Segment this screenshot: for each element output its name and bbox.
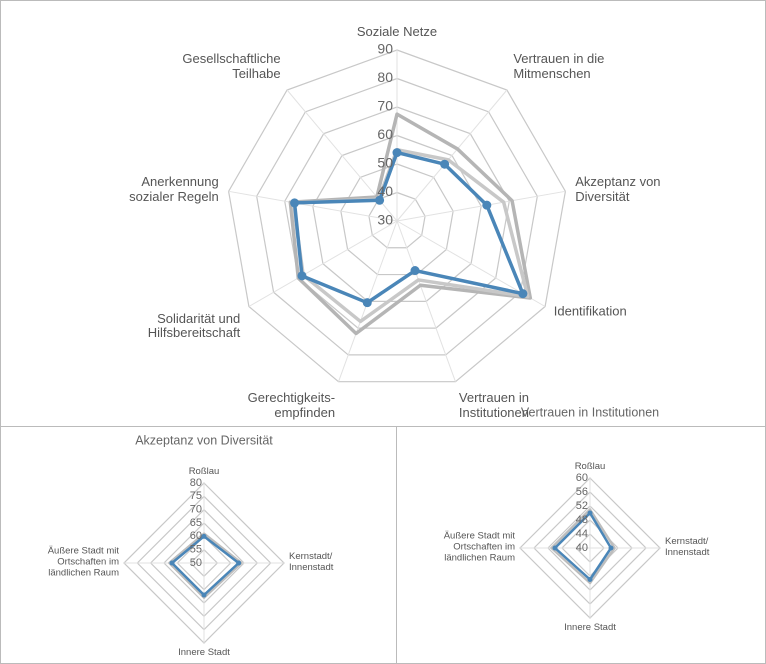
category-label: Roßlau (574, 461, 606, 473)
series-line (550, 508, 616, 585)
chart-title: Vertrauen in Institutionen (521, 405, 659, 419)
spoke (228, 190, 398, 222)
series-line (168, 532, 243, 599)
data-point (552, 545, 558, 551)
grid-ring (368, 191, 426, 249)
grid-ring (227, 49, 567, 383)
y-tick-label: 80 (377, 69, 393, 85)
y-tick-label: 52 (576, 500, 588, 512)
spoke (248, 220, 398, 307)
chart-title: Akzeptanz von Diversität (135, 433, 273, 447)
y-tick-label: 90 (377, 41, 393, 57)
category-label: Gerechtigkeits- empfinden (247, 390, 336, 421)
category-label: Äußere Stadt mit Ortschaften im ländlich… (443, 530, 515, 564)
data-point (440, 159, 450, 169)
category-label: Roßlau (188, 466, 220, 478)
y-tick-label: 30 (377, 212, 393, 228)
y-tick-label: 48 (576, 514, 588, 526)
category-label: Identifikation (553, 303, 627, 319)
category-label: Anerkennung sozialer Regeln (129, 173, 219, 204)
data-point (362, 298, 372, 308)
category-label: Vertrauen in die Mitmenschen (513, 51, 605, 82)
y-tick-label: 75 (190, 490, 202, 502)
data-point (518, 289, 528, 299)
data-point (410, 266, 420, 276)
spoke (396, 220, 456, 382)
y-tick-label: 65 (190, 517, 202, 529)
data-point (587, 510, 593, 516)
data-point (169, 560, 175, 566)
y-tick-label: 44 (576, 528, 588, 540)
spoke (396, 190, 566, 222)
y-tick-label: 56 (576, 486, 588, 498)
category-label: Innere Stadt (564, 622, 616, 633)
category-label: Innere Stadt (178, 647, 230, 658)
grid-ring (256, 77, 538, 356)
data-point (236, 560, 242, 566)
y-tick-label: 40 (576, 542, 588, 554)
data-point (201, 592, 207, 598)
series-line (292, 150, 525, 305)
category-label: Solidarität und Hilfsbereitschaft (147, 310, 241, 341)
grid-ring (284, 106, 510, 329)
data-point (587, 577, 593, 582)
data-point (290, 198, 300, 208)
data-point (482, 200, 492, 210)
y-tick-label: 60 (576, 472, 588, 484)
y-tick-label: 70 (190, 504, 202, 516)
y-tick-label: 60 (190, 530, 202, 542)
series-line (291, 148, 530, 324)
category-label: Akzeptanz von Diversität (575, 173, 661, 204)
spoke (396, 89, 508, 222)
data-point (297, 271, 307, 281)
data-point (392, 148, 402, 158)
y-tick-label: 80 (190, 477, 202, 489)
category-label: Soziale Netze (356, 24, 438, 40)
grid-ring (340, 163, 454, 276)
y-tick-label: 55 (190, 544, 202, 556)
category-label: Äußere Stadt mit Ortschaften im ländlich… (47, 545, 119, 579)
y-tick-label: 70 (377, 98, 393, 114)
y-tick-label: 60 (377, 126, 393, 142)
category-label: Gesellschaftliche Teilhabe (182, 51, 281, 82)
data-point (608, 545, 614, 551)
y-tick-label: 50 (377, 155, 393, 171)
category-label: Kernstadt/ Innenstadt (665, 536, 710, 558)
data-point (375, 195, 385, 205)
category-label: Vertrauen in Institutionen (458, 390, 529, 421)
y-tick-label: 50 (190, 557, 202, 569)
y-tick-label: 40 (377, 183, 393, 199)
category-label: Kernstadt/ Innenstadt (289, 551, 334, 573)
data-point (201, 533, 207, 539)
